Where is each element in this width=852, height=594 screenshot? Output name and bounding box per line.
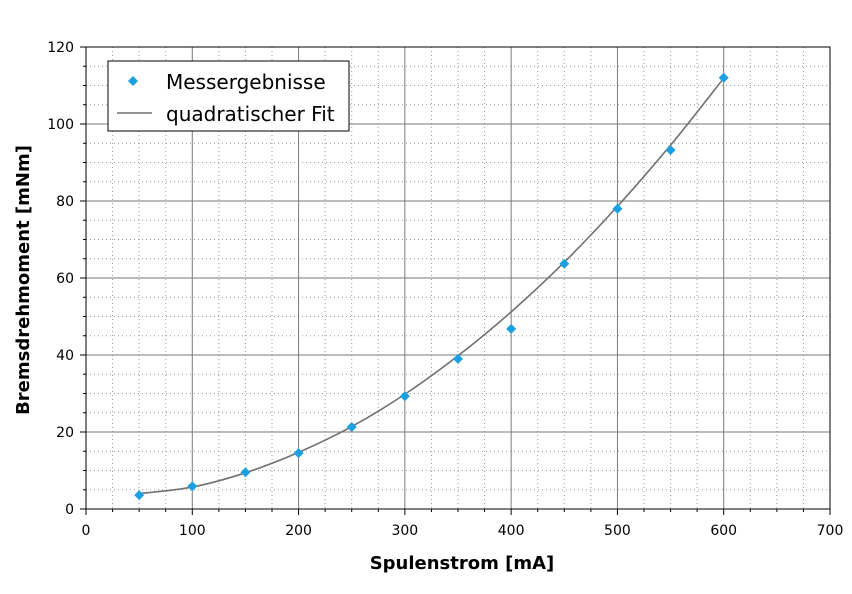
- y-tick-label: 100: [47, 117, 74, 133]
- data-point-messergebnisse: [665, 145, 676, 156]
- x-axis-title: Spulenstrom [mA]: [370, 553, 555, 574]
- data-point-messergebnisse: [718, 72, 729, 83]
- y-tick-label: 60: [56, 271, 74, 287]
- y-tick-label: 0: [65, 502, 74, 518]
- y-tick-label: 20: [56, 425, 74, 441]
- data-point-messergebnisse: [293, 448, 304, 459]
- legend: Messergebnisse quadratischer Fit: [107, 60, 350, 132]
- data-point-messergebnisse: [134, 490, 145, 501]
- x-tick-label: 600: [710, 523, 737, 539]
- data-point-messergebnisse: [612, 203, 623, 214]
- data-point-messergebnisse: [240, 467, 251, 478]
- data-point-messergebnisse: [559, 258, 570, 269]
- series: [134, 72, 729, 501]
- data-point-messergebnisse: [346, 421, 357, 432]
- x-tick-label: 700: [817, 523, 844, 539]
- legend-label-messergebnisse: Messergebnisse: [166, 70, 326, 94]
- axis-ticks: [80, 46, 831, 515]
- x-tick-label: 0: [82, 523, 91, 539]
- legend-label-quadratischer-fit: quadratischer Fit: [166, 102, 335, 126]
- x-tick-label: 200: [285, 523, 312, 539]
- y-axis-title: Bremsdrehmoment [mNm]: [13, 145, 34, 415]
- legend-box: [107, 60, 350, 132]
- data-point-messergebnisse: [399, 391, 410, 402]
- x-tick-label: 100: [179, 523, 206, 539]
- x-tick-label: 400: [498, 523, 525, 539]
- legend-marker-messergebnisse: [128, 76, 138, 86]
- y-tick-label: 40: [56, 348, 74, 364]
- y-tick-label: 120: [47, 40, 74, 56]
- x-tick-label: 500: [604, 523, 631, 539]
- x-tick-label: 300: [391, 523, 418, 539]
- tick-labels: 0 100 200 300 400 500 600 700 0 20 40 60 80 100 120: [47, 40, 843, 539]
- y-tick-label: 80: [56, 194, 74, 210]
- data-point-messergebnisse: [187, 481, 198, 492]
- data-point-messergebnisse: [453, 353, 463, 364]
- data-point-messergebnisse: [506, 323, 517, 334]
